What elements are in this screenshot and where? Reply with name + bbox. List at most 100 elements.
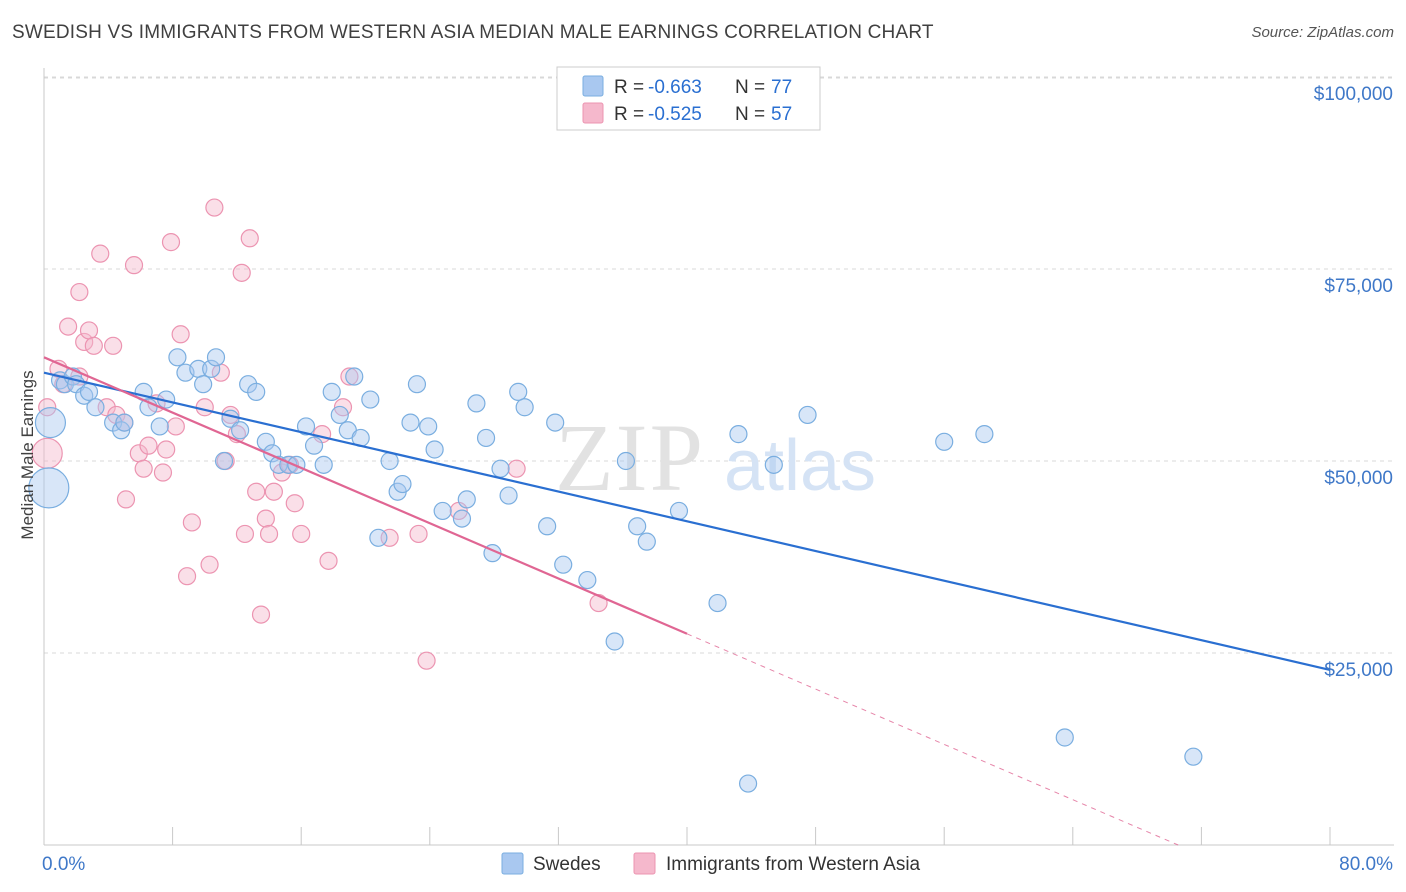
swedes-point xyxy=(554,555,573,574)
swedes-point xyxy=(330,405,349,425)
immigrants-point xyxy=(116,490,136,509)
swedes-point xyxy=(433,501,452,521)
immigrants-trend-line xyxy=(43,356,688,635)
swedes-point xyxy=(452,509,472,528)
watermark-zip: ZIP xyxy=(555,404,705,511)
immigrants-point xyxy=(166,417,185,436)
immigrants-point xyxy=(153,463,173,482)
immigrants-point xyxy=(38,398,57,417)
grid-lines xyxy=(44,76,1394,654)
legend-n-label: N = xyxy=(735,77,765,98)
immigrants-point xyxy=(79,321,99,340)
immigrants-trend-extension xyxy=(686,633,1179,846)
legend-bottom-swatch-swedes xyxy=(501,852,524,875)
swedes-point xyxy=(369,528,388,547)
swedes-point xyxy=(499,486,518,505)
swedes-point xyxy=(168,348,187,367)
immigrants-point xyxy=(157,440,176,459)
swedes-point xyxy=(637,532,656,551)
swedes-point xyxy=(86,398,105,417)
swedes-point xyxy=(578,570,597,590)
swedes-point xyxy=(798,405,817,425)
legend-bottom-label-immigrants: Immigrants from Western Asia xyxy=(666,854,921,875)
immigrants-point xyxy=(319,551,338,570)
swedes-point xyxy=(202,359,221,378)
y-axis-label: Median Male Earnings xyxy=(18,370,37,539)
legend-n-value-swedes: 77 xyxy=(771,77,792,98)
swedes-point xyxy=(975,425,994,444)
legend-r-value-swedes: -0.663 xyxy=(648,77,702,98)
swedes-point xyxy=(669,501,689,521)
series-swedes-points xyxy=(28,348,1203,793)
swedes-point xyxy=(401,413,420,432)
immigrants-point xyxy=(91,244,110,263)
swedes-point xyxy=(322,382,341,401)
immigrants-point xyxy=(139,436,158,455)
swedes-point xyxy=(231,421,250,440)
swedes-point xyxy=(738,774,758,793)
swedes-point xyxy=(616,451,636,471)
x-tick-labels: 0.0% 80.0% xyxy=(42,854,1393,875)
immigrants-point xyxy=(75,332,94,352)
swedes-point xyxy=(206,348,226,367)
swedes-point xyxy=(708,593,727,613)
y-tick-label: $100,000 xyxy=(1314,84,1393,105)
source-label: Source: ZipAtlas.com xyxy=(1251,24,1394,41)
legend-n-label: N = xyxy=(735,104,765,125)
swedes-point xyxy=(361,390,380,409)
immigrants-point xyxy=(259,524,279,544)
immigrants-point xyxy=(235,524,255,544)
swedes-point xyxy=(304,436,324,455)
watermark: ZIP atlas xyxy=(555,404,876,511)
y-tick-labels: $25,000 $50,000 $75,000 $100,000 xyxy=(1314,84,1393,681)
swedes-point xyxy=(425,440,444,459)
y-tick-label: $75,000 xyxy=(1324,276,1393,297)
legend-swatch-immigrants xyxy=(582,102,604,124)
swedes-point xyxy=(345,367,364,386)
immigrants-point xyxy=(124,256,144,275)
swedes-point xyxy=(296,417,316,436)
immigrants-point xyxy=(161,233,181,252)
immigrants-point xyxy=(417,651,436,670)
immigrants-point xyxy=(59,317,78,336)
immigrants-point xyxy=(200,555,219,574)
legend-r-label: R = xyxy=(614,77,644,98)
swedes-point xyxy=(605,632,624,651)
immigrants-point xyxy=(84,336,103,355)
immigrants-point xyxy=(251,605,271,624)
immigrants-point xyxy=(292,524,311,544)
swedes-point xyxy=(28,467,70,509)
swedes-trend-line xyxy=(43,371,1331,671)
legend-bottom-label-swedes: Swedes xyxy=(533,854,601,875)
swedes-point xyxy=(764,455,783,474)
legend-n-value-immigrants: 57 xyxy=(771,104,792,125)
immigrants-point xyxy=(340,367,359,386)
swedes-point xyxy=(214,451,234,471)
swedes-point xyxy=(546,413,565,432)
legend-stats-box: R = -0.663 N = 77 R = -0.525 N = 57 xyxy=(556,66,821,131)
legend-swatch-swedes xyxy=(582,75,604,97)
swedes-point xyxy=(476,428,496,448)
immigrants-point xyxy=(205,198,224,217)
axes xyxy=(43,68,1394,846)
swedes-point xyxy=(34,407,67,439)
swedes-point xyxy=(467,394,486,413)
x-tick-label-min: 0.0% xyxy=(42,854,85,875)
y-tick-label: $25,000 xyxy=(1324,660,1393,681)
watermark-atlas: atlas xyxy=(724,426,876,506)
immigrants-point xyxy=(256,509,275,528)
immigrants-point xyxy=(232,263,251,282)
swedes-point xyxy=(538,517,557,536)
immigrants-point xyxy=(507,459,526,478)
swedes-point xyxy=(407,375,427,394)
swedes-point xyxy=(393,474,412,494)
legend-r-value-immigrants: -0.525 xyxy=(648,104,702,125)
immigrants-point xyxy=(409,524,428,544)
swedes-point xyxy=(79,382,99,401)
swedes-point xyxy=(115,413,134,432)
swedes-point xyxy=(457,490,476,509)
immigrants-point xyxy=(195,398,214,417)
chart-title: SWEDISH VS IMMIGRANTS FROM WESTERN ASIA … xyxy=(12,22,934,43)
swedes-point xyxy=(491,459,510,478)
trend-lines xyxy=(43,356,1331,846)
